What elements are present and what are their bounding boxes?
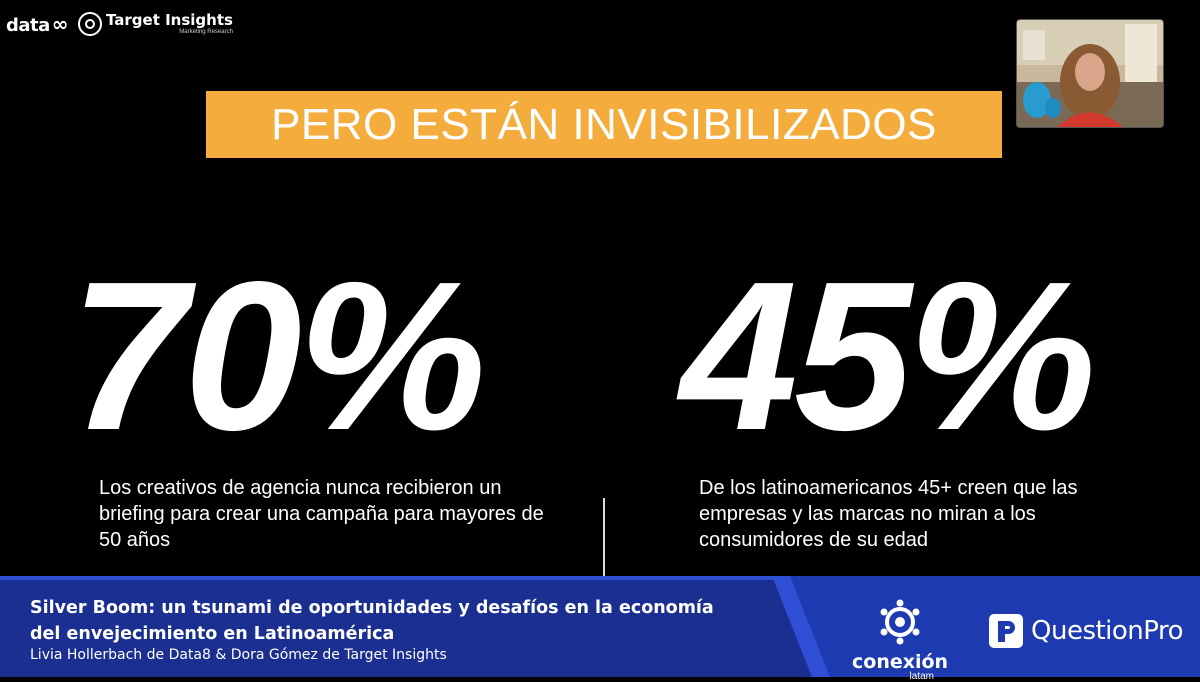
slide-title-banner: PERO ESTÁN INVISIBILIZADOS	[206, 91, 1002, 158]
sponsor-logos-top: data ∞ Target Insights Marketing Research	[6, 12, 233, 36]
slide-title: PERO ESTÁN INVISIBILIZADOS	[271, 99, 937, 149]
stat-right-description: De los latinoamericanos 45+ creen que la…	[699, 477, 1078, 551]
conexion-name: conexión	[852, 651, 949, 673]
target-insights-icon	[77, 12, 102, 36]
target-insights-logo: Target Insights Marketing Research	[77, 12, 233, 36]
speaker-webcam	[1016, 19, 1164, 128]
stat-45-percent: 45%	[680, 237, 1096, 474]
stat-left-description: Los creativos de agencia nunca recibiero…	[99, 477, 544, 551]
data8-logo: data ∞	[6, 12, 68, 36]
session-title: Silver Boom: un tsunami de oportunidades…	[30, 598, 714, 644]
column-divider	[603, 498, 605, 578]
questionpro-name: QuestionPro	[1031, 616, 1184, 646]
stat-70-percent: 70%	[70, 237, 486, 474]
speaker-video-image	[1017, 20, 1163, 127]
questionpro-logo: QuestionPro	[989, 614, 1184, 648]
conexion-latam-logo: conexión latam	[852, 599, 948, 682]
session-speakers: Livia Hollerbach de Data8 & Dora Gómez d…	[30, 647, 447, 663]
conexion-sub: latam	[909, 671, 934, 682]
questionpro-icon	[989, 614, 1023, 648]
conexion-icon	[880, 599, 920, 645]
